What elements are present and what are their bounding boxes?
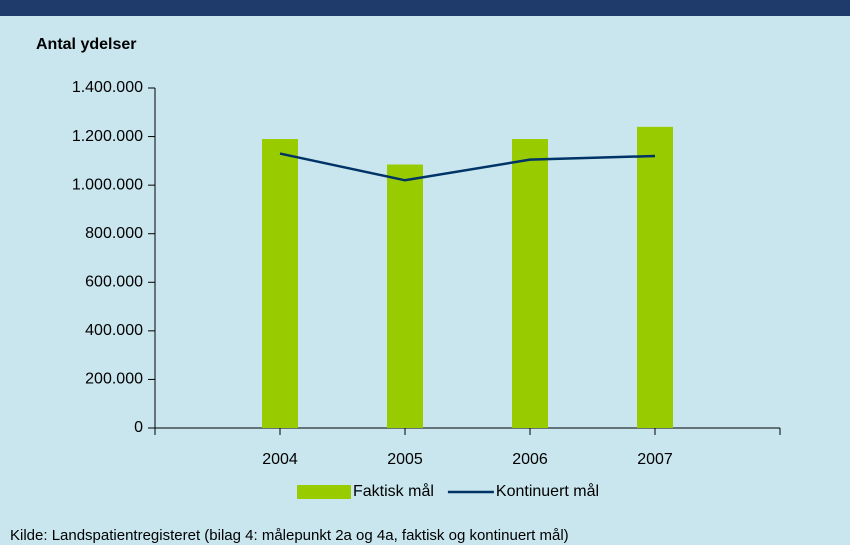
y-axis-label: Antal ydelser [36,36,136,53]
x-tick-label: 2006 [512,451,548,468]
y-tick-label: 0 [134,419,143,436]
bar [262,139,298,428]
y-tick-label: 400.000 [85,322,143,339]
x-tick-label: 2007 [637,451,673,468]
y-tick-label: 1.000.000 [72,176,143,193]
y-tick-label: 1.200.000 [72,128,143,145]
bar [387,164,423,428]
legend-label: Kontinuert mål [496,482,599,500]
line-series [279,152,656,182]
legend-label: Faktisk mål [353,482,434,500]
y-tick-label: 600.000 [85,274,143,291]
y-tick-label: 800.000 [85,225,143,242]
legend-swatch [297,485,351,499]
y-tick-label: 200.000 [85,371,143,388]
x-tick-label: 2004 [262,451,298,468]
bar [637,126,673,428]
x-tick-label: 2005 [387,451,423,468]
title-band [0,0,850,16]
y-tick-label: 1.400.000 [72,79,143,96]
source-note: Kilde: Landspatientregisteret (bilag 4: … [10,527,569,544]
bar [512,139,548,428]
